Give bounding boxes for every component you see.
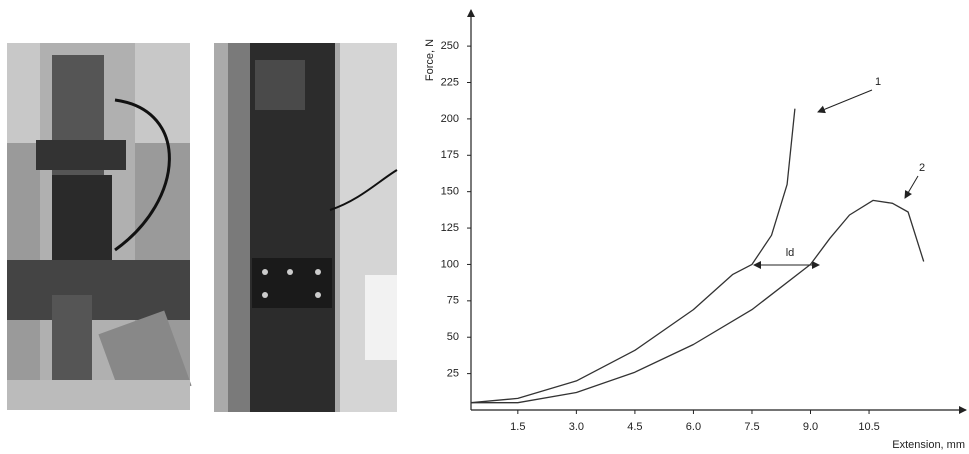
curve — [470, 108, 796, 404]
x-tick-label: 1.5 — [510, 421, 525, 433]
x-tick-label: 4.5 — [627, 421, 642, 433]
y-axis-label: Force, N — [424, 39, 436, 81]
annotation: ld — [786, 247, 795, 259]
y-tick-label: 150 — [441, 186, 459, 198]
arrow — [817, 89, 873, 114]
curve-label: 1 — [875, 76, 881, 88]
x-tick-label: 6.0 — [686, 421, 701, 433]
y-tick-label: 250 — [441, 40, 459, 52]
y-tick-label: 200 — [441, 113, 459, 125]
curve-label: 2 — [919, 162, 925, 174]
y-tick-label: 100 — [441, 258, 459, 270]
y-tick-label: 25 — [447, 368, 459, 380]
arrow — [904, 175, 919, 199]
x-axis-label: Extension, mm — [892, 439, 965, 451]
x-tick-label: 9.0 — [803, 421, 818, 433]
x-tick-label: 10.5 — [858, 421, 879, 433]
y-tick-label: 225 — [441, 76, 459, 88]
y-tick-label: 50 — [447, 331, 459, 343]
y-tick-label: 75 — [447, 295, 459, 307]
photo-left — [7, 43, 192, 410]
y-tick-label: 125 — [441, 222, 459, 234]
photo-right — [214, 43, 398, 412]
x-tick-label: 7.5 — [744, 421, 759, 433]
curve — [471, 199, 925, 404]
x-tick-label: 3.0 — [569, 421, 584, 433]
y-tick-label: 175 — [441, 149, 459, 161]
